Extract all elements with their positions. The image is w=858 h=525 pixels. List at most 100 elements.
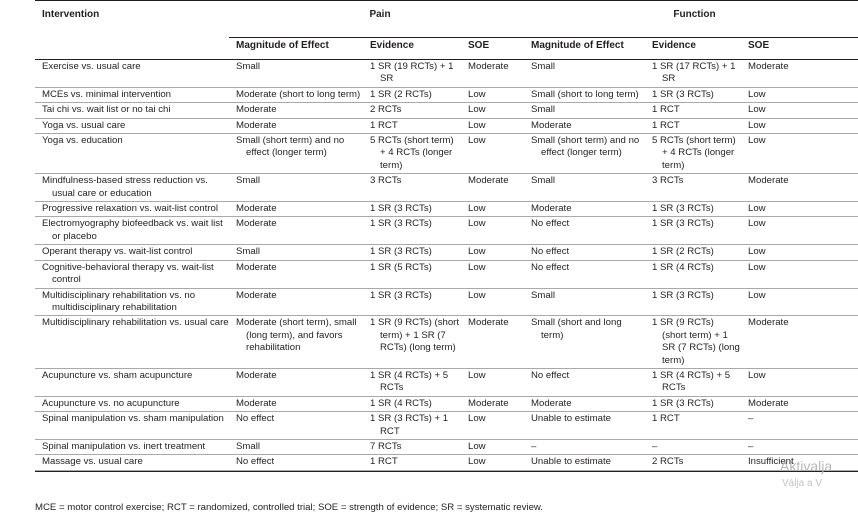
cell-pain-soe: Low [468,261,486,273]
cell-pain-evidence: 2 RCTs [370,104,402,116]
cell-pain-soe: Low [468,119,486,131]
cell-pain-magnitude: Moderate [236,261,277,273]
table-row: Mindfulness-based stress reduction vs. u… [35,174,858,202]
cell-intervention: Acupuncture vs. no acupuncture [42,397,180,409]
cell-pain-magnitude: Moderate [236,369,277,381]
evidence-table: Intervention Pain Function Magnitude of … [35,0,858,471]
cell-pain-soe: Moderate [468,175,509,187]
cell-pain-magnitude: Small [236,175,260,187]
cell-intervention: Electromyography biofeedback vs. wait li… [42,218,223,242]
header-pain-soe: SOE [468,40,490,51]
cell-pain-soe: Low [468,218,486,230]
cell-function-evidence: 1 SR (4 RCTs) [652,261,714,273]
cell-function-soe: Insufficient [748,456,794,468]
cell-function-evidence: 1 SR (3 RCTs) [652,397,714,409]
cell-intervention: Exercise vs. usual care [42,61,141,72]
cell-function-soe: Low [748,88,766,100]
cell-function-evidence: 1 RCT [652,413,680,425]
cell-pain-evidence: 1 SR (19 RCTs) + 1 SR [370,61,454,85]
cell-pain-magnitude: Moderate [236,218,277,230]
cell-pain-soe: Low [468,440,486,452]
cell-pain-evidence: 1 SR (5 RCTs) [370,261,432,273]
cell-intervention: Yoga vs. usual care [42,119,126,131]
cell-pain-soe: Low [468,135,486,147]
cell-function-soe: Low [748,135,766,147]
cell-pain-soe: Moderate [468,317,509,329]
cell-pain-soe: Low [468,203,486,215]
cell-pain-soe: Low [468,456,486,468]
header-function-soe: SOE [748,40,770,51]
table-row: Multidisciplinary rehabilitation vs. no … [35,288,858,316]
cell-function-soe: Moderate [748,61,789,72]
cell-function-soe: – [748,413,754,425]
cell-pain-evidence: 1 SR (3 RCTs) [370,289,432,301]
table-bottom-rule [35,470,858,472]
cell-pain-magnitude: Moderate (short term), small (long term)… [236,317,357,354]
cell-pain-soe: Moderate [468,61,509,72]
cell-pain-soe: Low [468,413,486,425]
activation-watermark-line2: Válja a V [782,478,823,489]
header-pain-evidence: Evidence [370,40,414,51]
table-row: Multidisciplinary rehabilitation vs. usu… [35,316,858,369]
table-row: Spinal manipulation vs. sham manipulatio… [35,412,858,440]
table-row: Acupuncture vs. sham acupuncture Moderate… [35,368,858,397]
header-blank [35,38,229,60]
cell-pain-magnitude: Moderate [236,104,277,116]
table-row: Spinal manipulation vs. inert treatment S… [35,439,858,455]
cell-function-magnitude: Unable to estimate [531,413,611,425]
cell-intervention: Multidisciplinary rehabilitation vs. usu… [42,317,229,329]
table-footnote: MCE = motor control exercise; RCT = rand… [35,502,543,513]
table-row: Operant therapy vs. wait-list control Sma… [35,245,858,261]
cell-pain-evidence: 1 SR (3 RCTs) + 1 RCT [370,413,449,437]
cell-intervention: Mindfulness-based stress reduction vs. u… [42,175,208,199]
table-row: Cognitive-behavioral therapy vs. wait-li… [35,260,858,288]
cell-function-magnitude: Moderate [531,119,572,131]
cell-intervention: Massage vs. usual care [42,456,143,468]
cell-pain-magnitude: No effect [236,413,275,425]
cell-function-evidence: 3 RCTs [652,175,684,187]
table-row: MCEs vs. minimal intervention Moderate (s… [35,87,858,103]
cell-function-soe: Low [748,369,766,381]
cell-pain-soe: Moderate [468,397,509,409]
header-function-magnitude: Magnitude of Effect [531,40,624,51]
cell-pain-soe: Low [468,104,486,116]
cell-pain-magnitude: Small [236,61,260,72]
cell-intervention: Multidisciplinary rehabilitation vs. no … [42,289,196,313]
cell-function-soe: – [748,440,754,452]
cell-function-magnitude: Small [531,175,555,187]
cell-pain-evidence: 1 SR (3 RCTs) [370,246,432,258]
cell-intervention: Spinal manipulation vs. inert treatment [42,440,206,452]
cell-function-magnitude: Small [531,61,555,72]
cell-function-magnitude: Moderate [531,397,572,409]
cell-function-evidence: 2 RCTs [652,456,684,468]
cell-pain-evidence: 1 RCT [370,119,398,131]
cell-pain-evidence: 3 RCTs [370,175,402,187]
cell-pain-magnitude: Small [236,246,260,258]
cell-pain-evidence: 1 SR (3 RCTs) [370,218,432,230]
cell-pain-evidence: 1 SR (3 RCTs) [370,203,432,215]
cell-function-magnitude: Small [531,104,555,116]
cell-intervention: Yoga vs. education [42,135,123,147]
cell-pain-magnitude: Moderate [236,397,277,409]
table-row: Yoga vs. education Small (short term) and… [35,134,858,174]
cell-function-evidence: 5 RCTs (short term) + 4 RCTs (longer ter… [652,135,736,171]
cell-function-magnitude: Unable to estimate [531,456,611,468]
cell-function-evidence: 1 SR (3 RCTs) [652,218,714,230]
cell-function-magnitude: No effect [531,369,570,381]
cell-function-soe: Moderate [748,397,789,409]
table-row: Acupuncture vs. no acupuncture Moderate 1 … [35,396,858,412]
cell-pain-magnitude: No effect [236,456,275,468]
cell-pain-evidence: 1 RCT [370,456,398,468]
table-row: Yoga vs. usual care Moderate 1 RCT Low Moder… [35,118,858,134]
table-row: Massage vs. usual care No effect 1 RCT Low U… [35,455,858,471]
cell-intervention: Progressive relaxation vs. wait-list con… [42,203,218,215]
cell-function-magnitude: No effect [531,246,570,258]
cell-function-evidence: 1 SR (3 RCTs) [652,88,714,100]
cell-pain-magnitude: Moderate (short to long term) [236,88,361,100]
cell-function-evidence: 1 SR (2 RCTs) [652,246,714,258]
cell-function-evidence: 1 SR (3 RCTs) [652,289,714,301]
cell-pain-evidence: 1 SR (2 RCTs) [370,88,432,100]
cell-function-magnitude: – [531,440,537,452]
cell-pain-evidence: 5 RCTs (short term) + 4 RCTs (longer ter… [370,135,454,171]
header-function-evidence: Evidence [652,40,696,51]
